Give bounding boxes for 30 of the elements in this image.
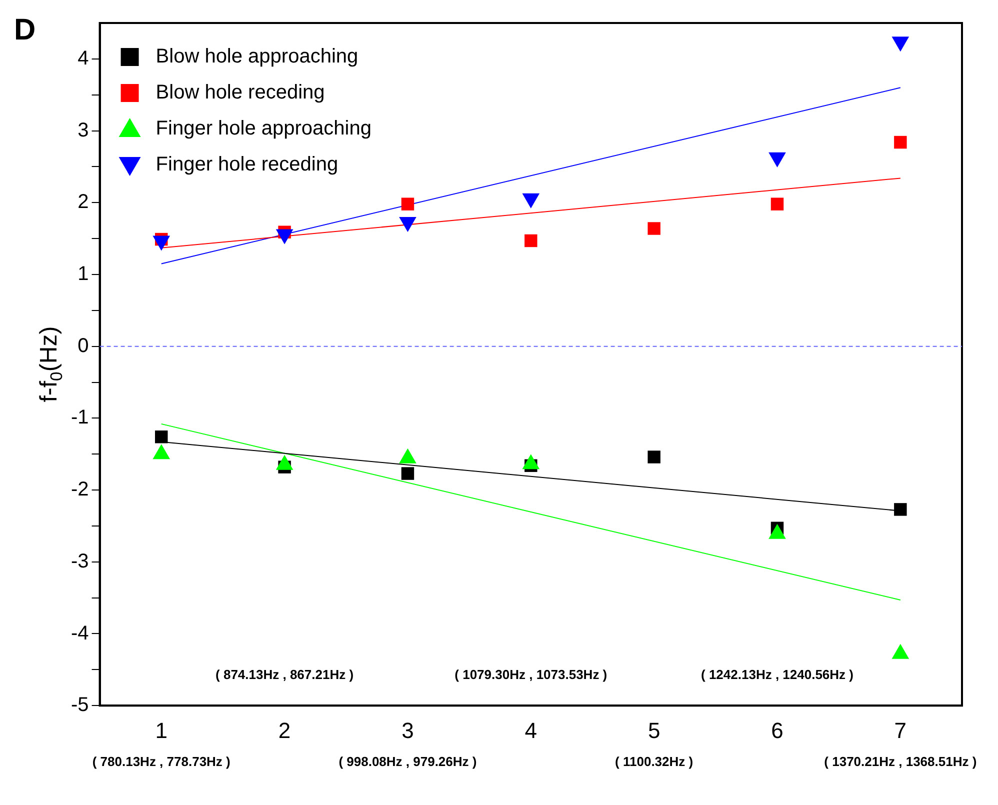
annotation: ( 1079.30Hz , 1073.53Hz ) <box>454 667 608 682</box>
legend-label: Blow hole approaching <box>156 46 358 68</box>
annotation: ( 1242.13Hz , 1240.56Hz ) <box>700 667 854 682</box>
legend-label: Finger hole receding <box>156 154 338 176</box>
text: ( 998.08Hz , 979.26Hz ) <box>338 754 477 770</box>
text: ( 1370.21Hz , 1368.51Hz ) <box>824 754 977 770</box>
x-tick-label: 6 <box>771 718 784 743</box>
text: ( 780.13Hz , 778.73Hz ) <box>92 754 230 770</box>
y-tick-label: -3 <box>70 550 89 572</box>
y-tick-label: -1 <box>70 406 89 429</box>
y-axis-title: f-f0(Hz) <box>36 326 66 402</box>
y-tick-label: 3 <box>78 119 89 142</box>
y-tick-label: 4 <box>78 47 89 70</box>
x-tick-label: 7 <box>894 718 907 743</box>
x-tick-label: 4 <box>524 718 538 743</box>
legend-label: Finger hole approaching <box>156 118 372 140</box>
y-tick-label: -5 <box>70 694 89 716</box>
x-tick-label: 5 <box>648 718 660 743</box>
y-tick-label: 0 <box>78 334 89 357</box>
text: ( 1100.32Hz ) <box>615 754 694 770</box>
chart-title: D <box>14 13 36 46</box>
x-tick-label: 3 <box>402 718 414 743</box>
x-tick-label: 1 <box>155 718 168 743</box>
y-tick-label: -4 <box>70 622 89 644</box>
y-tick-label: -2 <box>70 478 89 501</box>
y-tick-label: 2 <box>78 191 89 214</box>
x-tick-label: 2 <box>278 718 291 743</box>
y-tick-label: 1 <box>78 263 89 285</box>
legend-label: Blow hole receding <box>156 82 325 104</box>
annotation: ( 874.13Hz , 867.21Hz ) <box>216 667 354 682</box>
